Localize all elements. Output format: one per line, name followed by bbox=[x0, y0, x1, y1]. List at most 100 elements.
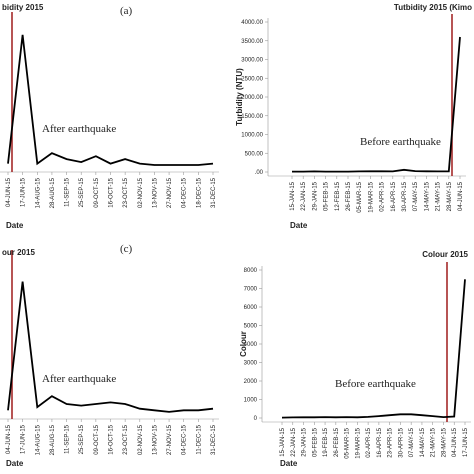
x-tick-label: 05-MAR-15 bbox=[345, 427, 351, 458]
x-tick-label: 14-AUG-15 bbox=[35, 177, 41, 208]
y-tick-label: 2000.00 bbox=[241, 95, 263, 101]
x-tick-label: 11-DEC-15 bbox=[196, 424, 202, 454]
x-tick-label: 23-OCT-15 bbox=[123, 424, 129, 454]
x-tick-label: 25-SEP-15 bbox=[79, 177, 85, 207]
x-tick-label: 05-MAR-15 bbox=[357, 181, 363, 212]
annotation: After earthquake bbox=[42, 123, 116, 135]
y-axis-label: Colour bbox=[239, 331, 248, 357]
x-tick-label: 19-FEB-15 bbox=[323, 427, 329, 457]
x-tick-label: 04-JUN-15 bbox=[6, 424, 12, 454]
x-tick-label: 14-MAY-15 bbox=[420, 427, 426, 457]
x-tick-label: 09-OCT-15 bbox=[94, 177, 100, 207]
y-tick-label: 2000 bbox=[244, 379, 258, 385]
x-tick-label: 14-AUG-15 bbox=[35, 424, 41, 455]
data-line bbox=[281, 279, 466, 419]
x-tick-label: 17-JUN-15 bbox=[21, 177, 27, 207]
x-tick-label: 04-JUN-15 bbox=[452, 427, 458, 457]
x-axis-label: Date bbox=[6, 459, 24, 468]
x-tick-label: 17-JUN-15 bbox=[21, 424, 27, 454]
y-tick-label: 4000 bbox=[244, 342, 258, 348]
x-tick-label: 04-JUN-15 bbox=[458, 181, 464, 211]
x-tick-label: 07-MAY-15 bbox=[409, 427, 415, 457]
x-tick-label: 13-NOV-15 bbox=[152, 424, 158, 455]
y-tick-label: 1000 bbox=[244, 398, 258, 404]
chart-title: Tutbidity 2015 (Kimo bbox=[394, 3, 472, 12]
x-tick-label: 18-DEC-15 bbox=[196, 177, 202, 208]
x-tick-label: 27-NOV-15 bbox=[167, 424, 173, 455]
x-tick-label: 12-FEB-15 bbox=[335, 181, 341, 211]
x-tick-label: 17-JUN-15 bbox=[463, 427, 469, 457]
y-tick-label: 2500.00 bbox=[241, 76, 263, 82]
panel-label: (a) bbox=[120, 5, 133, 17]
x-tick-label: 02-NOV-15 bbox=[138, 424, 144, 455]
x-tick-label: 22-JAN-15 bbox=[291, 427, 297, 456]
y-tick-label: 7000 bbox=[244, 287, 258, 293]
y-tick-label: 3500.00 bbox=[241, 39, 263, 45]
x-tick-label: 28-MAY-15 bbox=[441, 427, 447, 457]
x-axis-label: Date bbox=[290, 221, 308, 230]
y-tick-label: 1500.00 bbox=[241, 114, 263, 120]
x-tick-label: 21-MAY-15 bbox=[436, 181, 442, 211]
x-tick-label: 02-APR-15 bbox=[366, 427, 372, 457]
chart-title: Colour 2015 bbox=[422, 250, 468, 259]
x-tick-label: 04-DEC-15 bbox=[182, 424, 188, 455]
x-tick-label: 30-APR-15 bbox=[398, 427, 404, 457]
x-tick-label: 22-JAN-15 bbox=[301, 181, 307, 210]
annotation: After earthquake bbox=[42, 373, 116, 385]
x-tick-label: 11-SEP-15 bbox=[65, 177, 71, 207]
x-tick-label: 16-OCT-15 bbox=[109, 424, 115, 454]
x-tick-label: 15-JAN-15 bbox=[290, 181, 296, 210]
y-tick-label: 6000 bbox=[244, 305, 258, 311]
x-tick-label: 16-APR-15 bbox=[391, 181, 397, 211]
y-tick-label: 3000 bbox=[244, 361, 258, 367]
x-tick-label: 14-MAY-15 bbox=[424, 181, 430, 211]
x-tick-label: 27-NOV-15 bbox=[167, 177, 173, 208]
x-tick-label: 28-AUG-15 bbox=[50, 424, 56, 455]
chart-title: bidity 2015 bbox=[2, 3, 44, 12]
x-tick-label: 15-JAN-15 bbox=[280, 427, 286, 456]
y-tick-label: 1000.00 bbox=[241, 133, 263, 139]
x-tick-label: 28-AUG-15 bbox=[50, 177, 56, 208]
x-tick-label: 23-OCT-15 bbox=[123, 177, 129, 207]
x-axis-label: Date bbox=[280, 459, 298, 468]
x-tick-label: 25-SEP-15 bbox=[79, 424, 85, 454]
y-tick-label: 500.00 bbox=[245, 151, 264, 157]
x-tick-label: 28-MAY-15 bbox=[447, 181, 453, 211]
x-tick-label: 04-JUN-15 bbox=[6, 177, 12, 207]
data-line bbox=[7, 34, 214, 166]
x-tick-label: 26-FEB-15 bbox=[346, 181, 352, 211]
x-tick-label: 05-FEB-15 bbox=[312, 427, 318, 457]
y-tick-label: .00 bbox=[255, 170, 264, 176]
y-axis-label: Turbidity (NTU) bbox=[235, 68, 244, 126]
x-tick-label: 07-MAY-15 bbox=[413, 181, 419, 211]
y-tick-label: 5000 bbox=[244, 324, 258, 330]
x-tick-label: 09-OCT-15 bbox=[94, 424, 100, 454]
y-tick-label: 0 bbox=[254, 416, 258, 422]
y-tick-label: 8000 bbox=[244, 268, 258, 274]
x-tick-label: 02-NOV-15 bbox=[138, 177, 144, 208]
x-tick-label: 05-FEB-15 bbox=[324, 181, 330, 211]
panel-label: (c) bbox=[120, 243, 133, 255]
x-tick-label: 04-DEC-15 bbox=[182, 177, 188, 208]
x-tick-label: 19-MAR-15 bbox=[355, 427, 361, 458]
x-tick-label: 11-SEP-15 bbox=[65, 424, 71, 454]
x-tick-label: 31-DEC-15 bbox=[211, 177, 217, 208]
x-tick-label: 02-APR-15 bbox=[380, 181, 386, 211]
x-tick-label: 30-APR-15 bbox=[402, 181, 408, 211]
x-tick-label: 21-MAY-15 bbox=[431, 427, 437, 457]
x-tick-label: 29-JAN-15 bbox=[312, 181, 318, 210]
y-tick-label: 4000.00 bbox=[241, 20, 263, 26]
chart-title: our 2015 bbox=[2, 248, 35, 257]
data-line bbox=[7, 281, 214, 413]
x-tick-label: 31-DEC-15 bbox=[211, 424, 217, 455]
x-tick-label: 16-APR-15 bbox=[377, 427, 383, 457]
y-tick-label: 3000.00 bbox=[241, 58, 263, 64]
annotation: Before earthquake bbox=[360, 136, 441, 148]
x-tick-label: 23-APR-15 bbox=[388, 427, 394, 457]
data-line bbox=[292, 36, 461, 173]
x-tick-label: 19-MAR-15 bbox=[368, 181, 374, 212]
x-tick-label: 29-JAN-15 bbox=[302, 427, 308, 456]
x-tick-label: 16-OCT-15 bbox=[109, 177, 115, 207]
annotation: Before earthquake bbox=[335, 378, 416, 390]
